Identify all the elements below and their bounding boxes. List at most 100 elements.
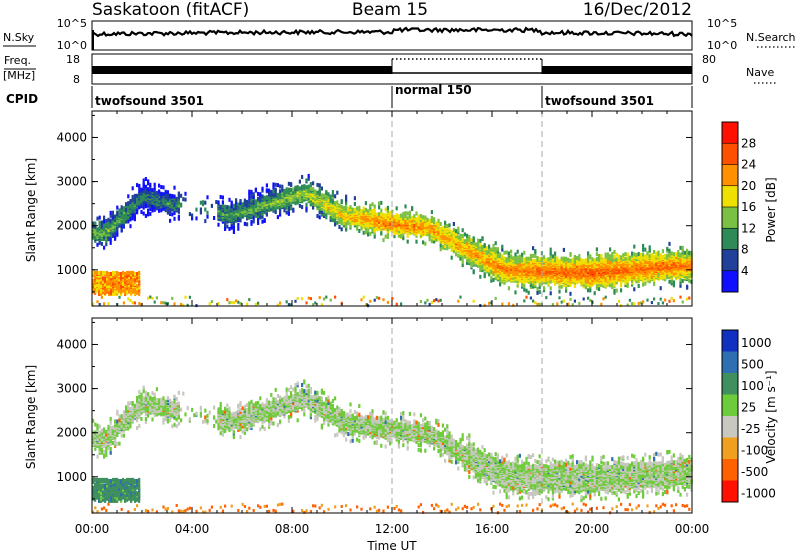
heatmap-cell: [635, 253, 637, 257]
heatmap-cell: [503, 251, 505, 255]
heatmap-cell: [145, 185, 147, 189]
heatmap-cell: [508, 286, 510, 290]
heatmap-cell: [514, 290, 516, 294]
heatmap-cell: [402, 236, 404, 240]
heatmap-cell: [558, 296, 560, 299]
heatmap-cell: [574, 255, 576, 259]
heatmap-cell: [673, 299, 675, 302]
heatmap-cell: [134, 194, 136, 198]
heatmap-cell: [103, 246, 105, 250]
heatmap-cell: [629, 256, 631, 260]
heatmap-cell: [162, 192, 164, 196]
heatmap-cell: [101, 242, 103, 246]
heatmap-cell: [541, 257, 543, 261]
heatmap-cell: [653, 255, 655, 259]
heatmap-cell: [653, 250, 655, 254]
freq-band-twofsound-2: [542, 66, 692, 74]
heatmap-cell: [255, 303, 257, 306]
heatmap-cell: [343, 206, 345, 210]
heatmap-cell: [596, 257, 598, 261]
heatmap-cell: [631, 252, 633, 256]
heatmap-cell: [497, 247, 499, 251]
heatmap-cell: [380, 201, 382, 205]
heatmap-cell: [477, 243, 479, 247]
heatmap-cell: [624, 268, 626, 272]
heatmap-cell: [462, 238, 464, 242]
heatmap-cell: [453, 222, 455, 226]
heatmap-cell: [470, 264, 472, 268]
heatmap-cell: [433, 217, 435, 221]
heatmap-cell: [611, 285, 613, 289]
heatmap-cell: [532, 246, 534, 250]
heatmap-cell: [646, 251, 648, 255]
heatmap-cell: [277, 215, 279, 219]
cpid-segment-2: normal 150: [395, 83, 472, 97]
heatmap-cell: [116, 231, 118, 235]
sky-right-tick-bottom: 10^0: [707, 39, 737, 52]
heatmap-cell: [530, 297, 532, 300]
heatmap-cell: [420, 300, 422, 303]
heatmap-cell: [407, 216, 409, 220]
sky-left-label: N.Sky: [3, 31, 35, 44]
heatmap-cell: [536, 287, 538, 291]
heatmap-cell: [94, 222, 96, 226]
heatmap-cell: [129, 199, 131, 203]
heatmap-cell: [653, 282, 655, 286]
heatmap-cell: [508, 302, 510, 305]
heatmap-cell: [330, 299, 332, 302]
heatmap-cell: [200, 201, 202, 205]
heatmap-cell: [354, 202, 356, 206]
heatmap-cell: [160, 185, 162, 189]
heatmap-cell: [239, 218, 241, 222]
heatmap-cell: [286, 300, 288, 303]
heatmap-cell: [171, 194, 173, 198]
heatmap-cell: [543, 255, 545, 259]
heatmap-cell: [165, 190, 167, 194]
cpid-segment-1: twofsound 3501: [95, 94, 204, 108]
heatmap-cell: [158, 184, 160, 188]
heatmap-cell: [246, 222, 248, 226]
heatmap-cell: [129, 299, 131, 302]
heatmap-cell: [622, 253, 624, 257]
heatmap-cell: [633, 287, 635, 291]
heatmap-cell: [231, 201, 233, 205]
heatmap-cell: [569, 292, 571, 296]
heatmap-cell: [127, 298, 129, 301]
heatmap-cell: [475, 242, 477, 246]
heatmap-cell: [321, 193, 323, 197]
heatmap-cell: [547, 257, 549, 261]
heatmap-cell: [605, 296, 607, 299]
heatmap-cell: [675, 252, 677, 256]
heatmap-cell: [228, 227, 230, 231]
heatmap-cell: [407, 212, 409, 216]
heatmap-cell: [576, 256, 578, 260]
heatmap-cell: [103, 220, 105, 224]
heatmap-cell: [521, 253, 523, 257]
heatmap-cell: [442, 245, 444, 249]
heatmap-cell: [389, 211, 391, 215]
heatmap-cell: [323, 194, 325, 198]
heatmap-cell: [330, 195, 332, 199]
heatmap-cell: [574, 260, 576, 264]
heatmap-cell: [440, 247, 442, 251]
heatmap-cell: [178, 215, 180, 219]
heatmap-cell: [666, 254, 668, 258]
heatmap-cell: [396, 213, 398, 217]
heatmap-cell: [261, 194, 263, 198]
heatmap-cell: [605, 258, 607, 262]
heatmap-cell: [376, 296, 378, 299]
heatmap-cell: [679, 278, 681, 282]
heatmap-cell: [550, 291, 552, 295]
heatmap-cell: [567, 258, 569, 262]
heatmap-cell: [462, 260, 464, 264]
heatmap-cell: [510, 254, 512, 258]
heatmap-cell: [180, 194, 182, 198]
heatmap-cell: [486, 246, 488, 250]
heatmap-cell: [382, 238, 384, 242]
heatmap-cell: [459, 296, 461, 299]
heatmap-cell: [217, 200, 219, 204]
heatmap-cell: [668, 280, 670, 284]
heatmap-cell: [448, 223, 450, 227]
heatmap-cell: [204, 208, 206, 212]
